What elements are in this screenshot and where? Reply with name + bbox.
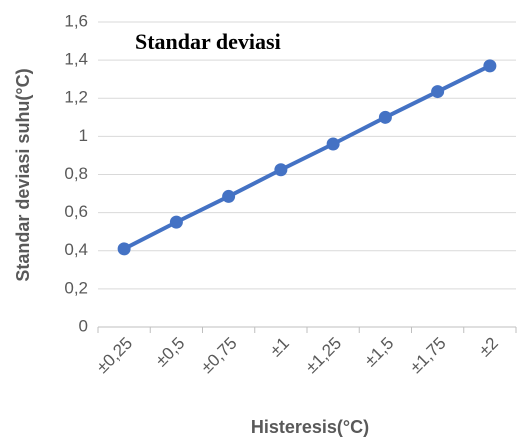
data-point bbox=[431, 85, 445, 99]
x-tick-label: ±0,25 bbox=[93, 334, 136, 377]
y-tick-label: 1 bbox=[79, 126, 88, 145]
data-point bbox=[483, 59, 497, 73]
y-tick-label: 0,6 bbox=[64, 202, 88, 221]
x-tick-label: ±1,75 bbox=[406, 334, 449, 377]
y-tick-label: 0,4 bbox=[64, 240, 88, 259]
chart-title: Standar deviasi bbox=[135, 29, 281, 54]
y-axis-label: Standar deviasi suhu(°C) bbox=[13, 68, 33, 281]
data-point bbox=[117, 242, 131, 256]
y-tick-label: 0,2 bbox=[64, 278, 88, 297]
x-tick-label: ±2 bbox=[475, 334, 502, 361]
x-tick-label: ±1,5 bbox=[361, 334, 398, 371]
data-point bbox=[326, 137, 340, 151]
data-point bbox=[222, 189, 236, 203]
series-line bbox=[123, 64, 491, 251]
data-point bbox=[274, 163, 288, 177]
x-tick-label: ±1 bbox=[266, 334, 293, 361]
x-tick-label: ±0,75 bbox=[197, 334, 240, 377]
y-tick-label: 1,2 bbox=[64, 88, 88, 107]
data-point bbox=[378, 110, 392, 124]
y-tick-label: 1,6 bbox=[64, 11, 88, 30]
x-axis-label: Histeresis(°C) bbox=[251, 417, 369, 437]
y-tick-label: 1,4 bbox=[64, 50, 88, 69]
x-tick-label: ±0,5 bbox=[152, 334, 189, 371]
x-tick-label: ±1,25 bbox=[302, 334, 345, 377]
y-tick-label: 0 bbox=[79, 316, 88, 335]
y-tick-label: 0,8 bbox=[64, 164, 88, 183]
data-point bbox=[169, 215, 183, 229]
